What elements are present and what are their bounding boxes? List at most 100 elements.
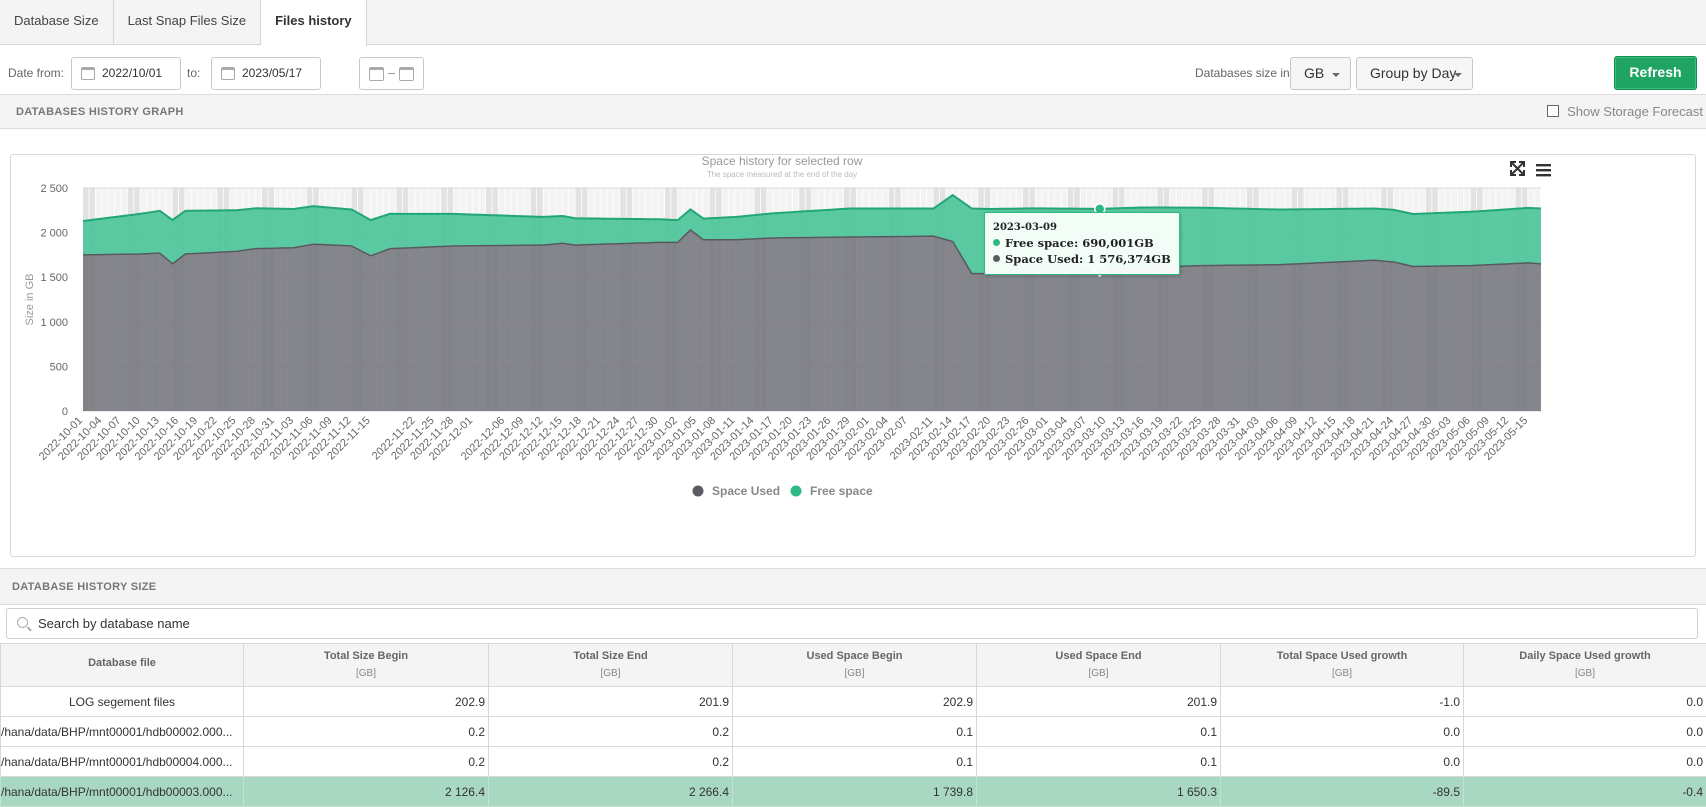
tooltip-used-row: Space Used: 1 576,374GB [993,251,1171,267]
tooltip-free-space: Free space: 690,001GB [1005,236,1154,250]
date-range-picker-button[interactable] [359,57,424,90]
legend-dot-icon [993,239,1000,246]
table-cell: 0.0 [1221,717,1464,747]
date-from-input[interactable]: 2022/10/01 [71,57,181,90]
tooltip-date: 2023-03-09 [993,222,1171,233]
y-axis-label: Size in GB [24,274,36,326]
table-cell: 0.0 [1464,747,1706,777]
chart-title: Space history for selected row [702,155,863,168]
date-from-label: Date from: [8,66,64,80]
table-cell: 0.2 [489,747,733,777]
table-cell: -89.5 [1221,777,1464,807]
calendar-icon [369,67,384,81]
calendar-icon [81,67,95,80]
date-from-value: 2022/10/01 [102,66,162,80]
y-tick-label: 0 [62,406,68,418]
legend-label: Space Used [712,484,780,498]
graph-section-title: DATABASES HISTORY GRAPH [16,106,184,118]
tab-database-size[interactable]: Database Size [0,0,114,45]
table-cell: 201.9 [977,687,1221,717]
table-section-header: DATABASE HISTORY SIZE [0,568,1706,605]
table-cell: 0.0 [1221,747,1464,777]
table-cell: 2 126.4 [244,777,489,807]
y-tick-label: 500 [50,361,68,373]
table-cell: /hana/data/BHP/mnt00001/hdb00002.000... [1,717,244,747]
table-cell: 2 266.4 [489,777,733,807]
y-tick-label: 2 000 [40,228,68,240]
table-cell: 0.2 [489,717,733,747]
table-cell: 0.1 [733,717,977,747]
chevron-down-icon [1454,73,1462,77]
size-unit-label: Databases size in [1195,66,1290,80]
table-cell: LOG segement files [1,687,244,717]
date-to-label: to: [187,66,200,80]
table-cell: 0.0 [1464,717,1706,747]
column-header[interactable]: Total Size End[GB] [489,644,733,687]
unit-select[interactable]: GB [1290,57,1351,90]
table-cell: 202.9 [733,687,977,717]
chart-tooltip: 2023-03-09 Free space: 690,001GB Space U… [984,212,1180,275]
search-placeholder: Search by database name [38,616,190,631]
legend-symbol [791,486,802,497]
menu-icon [1536,169,1551,171]
table-cell: -0.4 [1464,777,1706,807]
range-dash [388,73,395,74]
tab-bar: Database Size Last Snap Files Size Files… [0,0,1706,45]
table-cell: 0.2 [244,717,489,747]
menu-icon [1536,164,1551,166]
group-by-select-value: Group by Day [1370,65,1456,81]
forecast-label: Show Storage Forecast [1567,104,1703,119]
date-to-value: 2023/05/17 [242,66,302,80]
table-cell: /hana/data/BHP/mnt00001/hdb00003.000... [1,777,244,807]
legend-dot-icon [993,255,1000,262]
table-row[interactable]: /hana/data/BHP/mnt00001/hdb00002.000... … [1,717,1706,747]
table-cell: 201.9 [489,687,733,717]
menu-icon [1536,174,1551,176]
date-to-input[interactable]: 2023/05/17 [211,57,321,90]
legend-label: Free space [810,484,873,498]
table-row[interactable]: LOG segement files 202.9 201.9 202.9 201… [1,687,1706,717]
column-header[interactable]: Daily Space Used growth[GB] [1464,644,1706,687]
history-table: Database file Total Size Begin[GB] Total… [0,643,1706,807]
chevron-down-icon [1332,73,1340,77]
table-cell: -1.0 [1221,687,1464,717]
fullscreen-icon [1511,162,1524,175]
y-tick-label: 2 500 [40,183,68,195]
column-header[interactable]: Database file [1,644,244,687]
tab-last-snap-files-size[interactable]: Last Snap Files Size [114,0,262,45]
y-tick-label: 1 000 [40,317,68,329]
forecast-checkbox[interactable] [1547,105,1559,117]
table-cell: 0.1 [977,717,1221,747]
table-cell: 1 739.8 [733,777,977,807]
table-row-selected[interactable]: /hana/data/BHP/mnt00001/hdb00003.000... … [1,777,1706,807]
column-header[interactable]: Used Space Begin[GB] [733,644,977,687]
table-cell: 202.9 [244,687,489,717]
table-row[interactable]: /hana/data/BHP/mnt00001/hdb00004.000... … [1,747,1706,777]
table-cell: /hana/data/BHP/mnt00001/hdb00004.000... [1,747,244,777]
table-cell: 1 650.3 [977,777,1221,807]
legend-symbol [693,486,704,497]
table-cell: 0.0 [1464,687,1706,717]
calendar-icon [221,67,235,80]
storage-forecast-toggle[interactable]: Show Storage Forecast [1547,104,1703,119]
search-icon [17,617,28,628]
tooltip-free-row: Free space: 690,001GB [993,235,1171,251]
search-input[interactable]: Search by database name [6,608,1698,639]
y-tick-label: 1 500 [40,272,68,284]
column-header[interactable]: Used Space End[GB] [977,644,1221,687]
table-header-row: Database file Total Size Begin[GB] Total… [1,644,1706,687]
column-header[interactable]: Total Size Begin[GB] [244,644,489,687]
refresh-button[interactable]: Refresh [1614,56,1697,90]
chart-subtitle: The space measured at the end of the day [707,170,857,179]
calendar-icon [399,67,414,81]
tooltip-space-used: Space Used: 1 576,374GB [1005,252,1171,266]
table-cell: 0.1 [733,747,977,777]
table-cell: 0.2 [244,747,489,777]
column-header[interactable]: Total Space Used growth[GB] [1221,644,1464,687]
table-section-title: DATABASE HISTORY SIZE [12,581,156,593]
tab-files-history[interactable]: Files history [261,0,367,46]
graph-section-header: DATABASES HISTORY GRAPH Show Storage For… [0,94,1706,129]
group-by-select[interactable]: Group by Day [1356,57,1473,90]
